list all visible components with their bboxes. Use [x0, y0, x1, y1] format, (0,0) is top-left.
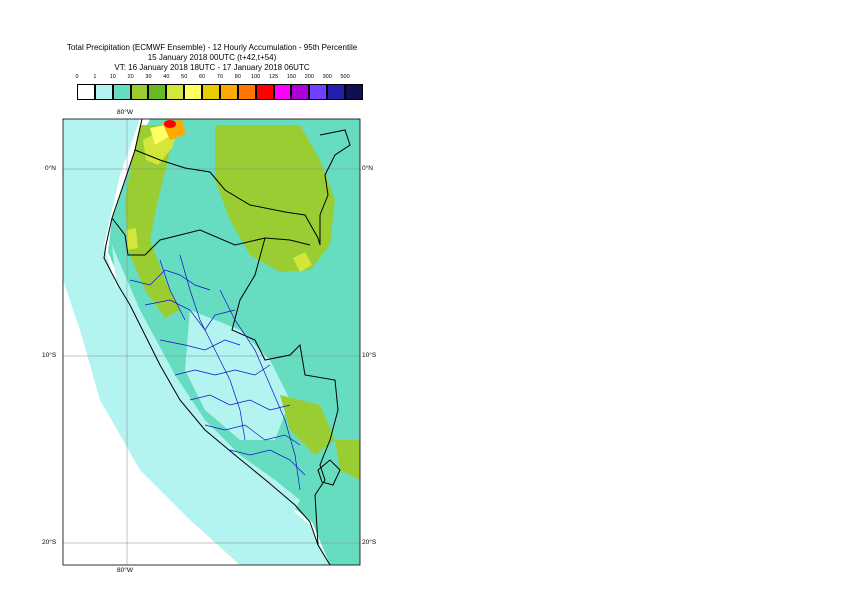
- lon-label-top: 80°W: [117, 109, 133, 116]
- legend-swatch: [327, 84, 346, 100]
- legend-swatch: [148, 84, 167, 100]
- lat-label-0-right: 0°N: [362, 165, 373, 172]
- lon-label-bottom: 80°W: [117, 567, 133, 574]
- legend-swatch: [202, 84, 220, 100]
- legend-tick-label: 80: [234, 74, 241, 80]
- map-field: [63, 119, 360, 565]
- legend-tick-label: 50: [181, 74, 188, 80]
- map-subtitle-valid-time: VT: 16 January 2018 18UTC - 17 January 2…: [114, 63, 310, 72]
- legend-tick-label: 200: [304, 74, 314, 80]
- legend-swatch: [255, 84, 274, 100]
- map-title: Total Precipitation (ECMWF Ensemble) - 1…: [66, 43, 358, 52]
- legend-tick-label: 500: [340, 74, 350, 80]
- lat-label-10s-right: 10°S: [362, 352, 377, 359]
- map-subtitle-run: 15 January 2018 00UTC (t+42,t+54): [147, 53, 277, 62]
- lat-label-10s-left: 10°S: [42, 352, 57, 359]
- country-borders: [103, 118, 351, 566]
- legend-swatch: [130, 84, 149, 100]
- legend-swatch: [219, 84, 238, 100]
- legend-swatch: [94, 84, 113, 100]
- lat-label-20s-left: 20°S: [42, 539, 57, 546]
- legend-tick-label: 300: [322, 74, 332, 80]
- legend-tick-label: 10: [109, 74, 116, 80]
- legend-tick-label: 20: [127, 74, 134, 80]
- legend-tick-label: 40: [163, 74, 170, 80]
- lat-label-0-left: 0°N: [45, 165, 56, 172]
- legend-tick-label: 125: [268, 74, 279, 80]
- legend-swatch: [273, 84, 292, 100]
- lat-label-20s-right: 20°S: [362, 539, 377, 546]
- legend-swatch: [237, 84, 256, 100]
- legend-swatch: [309, 84, 328, 100]
- legend-tick-label: 100: [251, 74, 261, 80]
- legend-swatch: [345, 84, 363, 100]
- legend-tick-label: 150: [286, 74, 297, 80]
- legend-tick-label: 30: [145, 74, 152, 80]
- legend-swatch: [184, 84, 203, 100]
- legend-tick-label: 60: [199, 74, 206, 80]
- legend-swatch: [291, 84, 310, 100]
- legend-swatch: [77, 84, 95, 100]
- legend-swatch: [166, 84, 185, 100]
- regional-borders: [129, 254, 306, 491]
- legend-swatch: [112, 84, 131, 100]
- graticule: [63, 119, 360, 565]
- legend-tick-label: 0: [75, 74, 79, 80]
- legend-tick-label: 70: [216, 74, 224, 80]
- legend-tick-label: 1: [93, 74, 97, 80]
